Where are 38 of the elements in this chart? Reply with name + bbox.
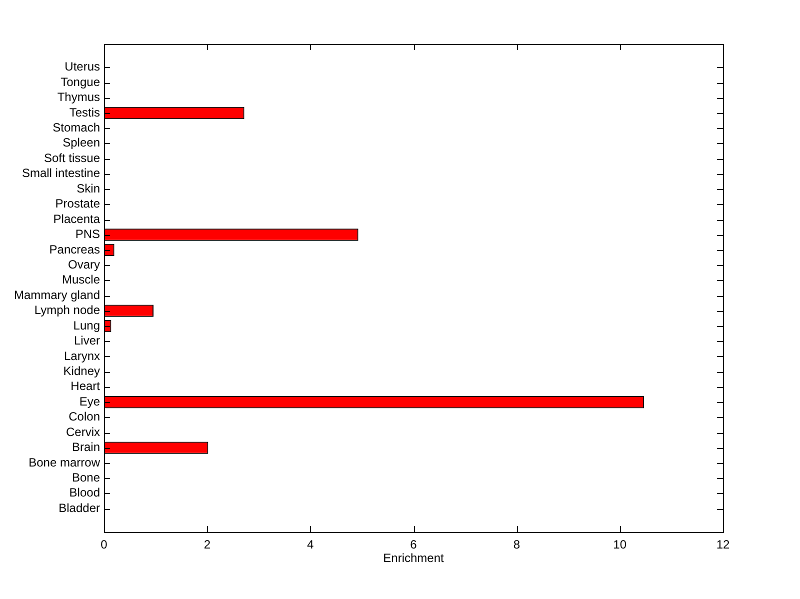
y-tick-label: Spleen xyxy=(62,136,100,150)
y-tick-label: Mammary gland xyxy=(14,288,100,302)
x-tick-label: 6 xyxy=(410,538,418,552)
y-tick-label: Soft tissue xyxy=(44,150,100,165)
x-tick-label: 2 xyxy=(204,538,211,552)
y-tick-label: Larynx xyxy=(64,348,100,363)
y-tick-label: Skin xyxy=(76,181,100,196)
y-tick-label: Lymph node xyxy=(34,303,100,318)
y-tick-label: Blood xyxy=(69,486,100,500)
y-tick-label: Uterus xyxy=(64,60,100,74)
y-tick-label: Lung xyxy=(73,318,100,332)
y-tick-label: Muscle xyxy=(62,272,100,287)
y-tick-label: Cervix xyxy=(66,424,100,439)
x-tick-label: 12 xyxy=(716,538,730,552)
y-tick-label: PNS xyxy=(75,227,100,242)
y-tick-label: Prostate xyxy=(55,196,100,211)
y-tick-label: Brain xyxy=(72,440,100,454)
y-tick-label: Bone xyxy=(72,470,100,485)
y-tick-label: Liver xyxy=(74,334,100,348)
y-tick-label: Colon xyxy=(68,410,100,424)
y-tick-label: Bladder xyxy=(58,500,100,515)
y-tick-label: Placenta xyxy=(53,212,100,226)
x-tick-label: 4 xyxy=(306,538,314,552)
y-tick-label: Small intestine xyxy=(22,166,100,180)
y-tick-label: Testis xyxy=(69,105,100,120)
x-tick-label: 0 xyxy=(100,538,108,552)
y-tick-label: Stomach xyxy=(52,120,100,135)
y-tick-label: Pancreas xyxy=(49,242,100,256)
y-tick-label: Eye xyxy=(79,394,100,408)
x-tick-label: 8 xyxy=(513,538,520,552)
y-tick-label: Ovary xyxy=(68,257,100,272)
y-tick-label: Thymus xyxy=(57,90,100,104)
x-axis-title: Enrichment xyxy=(383,551,445,566)
y-tick-label: Bone marrow xyxy=(28,455,100,470)
y-tick-label: Heart xyxy=(70,379,101,394)
y-tick-label: Tongue xyxy=(60,74,100,89)
x-tick-label: 10 xyxy=(613,538,627,552)
y-tick-label: Kidney xyxy=(63,364,100,378)
